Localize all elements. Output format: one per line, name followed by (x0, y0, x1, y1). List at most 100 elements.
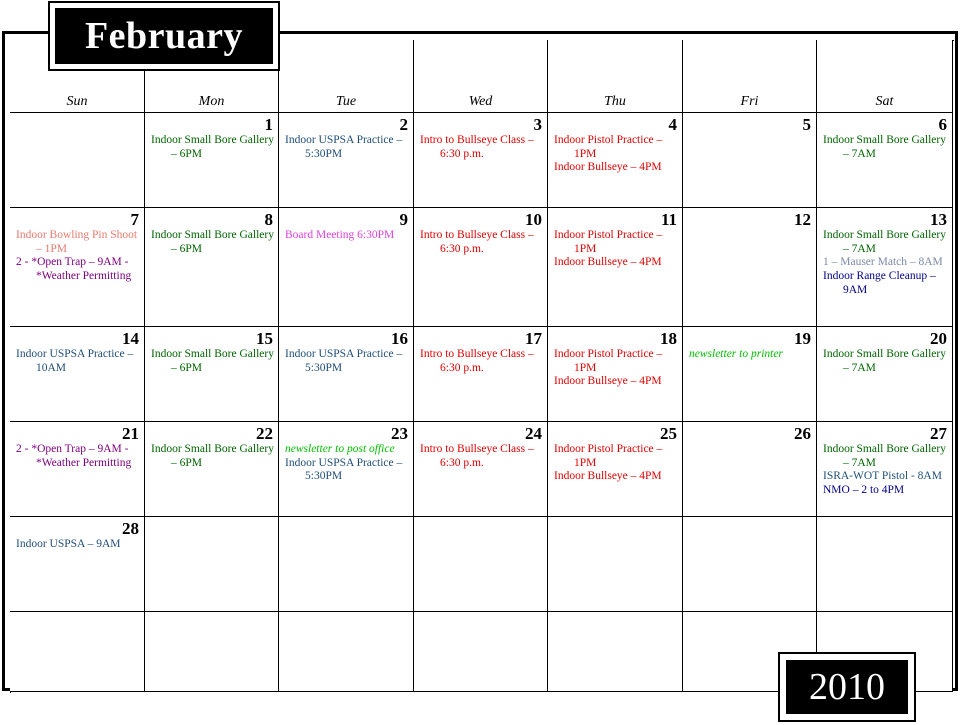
event-list: Intro to Bullseye Class – 6:30 p.m. (420, 443, 543, 470)
day-cell[interactable] (683, 517, 817, 612)
year-title: 2010 (786, 660, 908, 714)
day-number: 2 (399, 115, 409, 134)
event-entry[interactable]: Intro to Bullseye Class – 6:30 p.m. (420, 348, 534, 374)
day-cell[interactable] (414, 517, 548, 612)
event-entry[interactable]: Indoor Small Bore Gallery – 6PM (151, 348, 274, 374)
event-entry[interactable]: Indoor Pistol Practice – 1PM (554, 443, 663, 469)
day-cell[interactable]: 3 Intro to Bullseye Class – 6:30 p.m. (414, 113, 548, 208)
day-cell[interactable] (279, 517, 414, 612)
event-entry[interactable]: Indoor Pistol Practice – 1PM (554, 348, 663, 374)
event-entry[interactable]: 2 - *Open Trap – 9AM - *Weather Permitti… (16, 256, 132, 283)
day-cell[interactable]: 24 Intro to Bullseye Class – 6:30 p.m. (414, 422, 548, 517)
day-cell[interactable]: 16 Indoor USPSA Practice – 5:30PM (279, 327, 414, 422)
event-entry[interactable]: Indoor Pistol Practice – 1PM (554, 229, 663, 255)
day-cell[interactable] (145, 612, 279, 692)
event-entry[interactable]: Indoor USPSA Practice – 5:30PM (285, 456, 403, 483)
day-cell[interactable]: 14 Indoor USPSA Practice – 10AM (10, 327, 145, 422)
event-list: Indoor USPSA Practice – 10AM (16, 348, 140, 375)
event-entry[interactable]: Indoor Small Bore Gallery – 6PM (151, 134, 274, 160)
day-cell[interactable]: 23 newsletter to post office Indoor USPSA … (279, 422, 414, 517)
day-cell[interactable]: 27 Indoor Small Bore Gallery – 7AM ISRA-WO… (817, 422, 953, 517)
day-cell[interactable]: 6 Indoor Small Bore Gallery – 7AM (817, 113, 953, 208)
day-cell[interactable] (548, 517, 683, 612)
event-entry[interactable]: Indoor Bullseye – 4PM (554, 256, 662, 269)
event-entry[interactable]: ISRA-WOT Pistol - 8AM (823, 470, 942, 483)
day-cell[interactable]: 20 Indoor Small Bore Gallery – 7AM (817, 327, 953, 422)
day-cell[interactable]: 7 Indoor Bowling Pin Shoot – 1PM 2 - *Open… (10, 208, 145, 327)
day-cell[interactable] (414, 612, 548, 692)
event-entry[interactable]: Indoor Small Bore Gallery – 6PM (151, 443, 274, 469)
day-cell[interactable]: 22 Indoor Small Bore Gallery – 6PM (145, 422, 279, 517)
day-cell[interactable]: 12 (683, 208, 817, 327)
day-number: 17 (525, 329, 542, 348)
event-entry[interactable]: NMO – 2 to 4PM (823, 484, 905, 497)
day-number: 4 (668, 115, 678, 134)
event-entry[interactable]: Indoor Small Bore Gallery – 7AM (823, 229, 946, 255)
day-number: 5 (802, 115, 812, 134)
day-cell[interactable] (10, 113, 145, 208)
event-list: Intro to Bullseye Class – 6:30 p.m. (420, 134, 543, 161)
day-cell[interactable] (145, 517, 279, 612)
month-title: February (55, 8, 273, 64)
day-cell[interactable]: 4 Indoor Pistol Practice – 1PM Indoor Bull… (548, 113, 683, 208)
event-list: Indoor Small Bore Gallery – 7AM (823, 348, 948, 375)
event-entry[interactable]: Intro to Bullseye Class – 6:30 p.m. (420, 229, 534, 255)
event-entry[interactable]: Indoor Small Bore Gallery – 7AM (823, 443, 946, 469)
event-entry[interactable]: 1 – Mauser Match – 8AM (823, 256, 943, 269)
event-entry[interactable]: Indoor Small Bore Gallery – 7AM (823, 348, 946, 374)
day-cell[interactable]: 2 Indoor USPSA Practice – 5:30PM (279, 113, 414, 208)
event-entry[interactable]: Indoor Bullseye – 4PM (554, 470, 662, 483)
day-number: 8 (264, 210, 274, 229)
day-cell[interactable]: 26 (683, 422, 817, 517)
day-cell[interactable]: 18 Indoor Pistol Practice – 1PM Indoor Bul… (548, 327, 683, 422)
event-entry[interactable]: Indoor Range Cleanup – 9AM (823, 270, 936, 296)
day-name: Thu (604, 94, 626, 109)
day-cell[interactable]: 1 Indoor Small Bore Gallery – 6PM (145, 113, 279, 208)
day-cell[interactable]: 10 Intro to Bullseye Class – 6:30 p.m. (414, 208, 548, 327)
event-entry[interactable]: Board Meeting 6:30PM (285, 229, 395, 241)
event-entry[interactable]: Indoor USPSA – 9AM (16, 538, 121, 550)
day-cell[interactable]: 5 (683, 113, 817, 208)
event-list: Intro to Bullseye Class – 6:30 p.m. (420, 229, 543, 256)
day-cell[interactable]: 28 Indoor USPSA – 9AM (10, 517, 145, 612)
day-number: 19 (794, 329, 811, 348)
event-list: Indoor Pistol Practice – 1PM Indoor Bulls… (554, 134, 678, 175)
event-entry[interactable]: Indoor USPSA Practice – 5:30PM (285, 348, 403, 374)
event-entry[interactable]: 2 - *Open Trap – 9AM - *Weather Permitti… (16, 443, 132, 469)
day-cell[interactable]: 11 Indoor Pistol Practice – 1PM Indoor Bul… (548, 208, 683, 327)
day-name: Sun (66, 94, 88, 109)
day-number: 15 (256, 329, 273, 348)
event-entry[interactable]: newsletter to post office (285, 443, 395, 455)
day-cell[interactable] (10, 612, 145, 692)
event-list: Board Meeting 6:30PM (285, 229, 409, 243)
day-cell[interactable]: 15 Indoor Small Bore Gallery – 6PM (145, 327, 279, 422)
day-cell[interactable]: 19 newsletter to printer (683, 327, 817, 422)
day-number: 9 (399, 210, 409, 229)
day-cell[interactable] (548, 612, 683, 692)
day-cell[interactable]: 9 Board Meeting 6:30PM (279, 208, 414, 327)
event-entry[interactable]: Indoor Bullseye – 4PM (554, 375, 662, 388)
event-list: newsletter to post office Indoor USPSA Pr… (285, 443, 409, 484)
day-cell[interactable]: 13 Indoor Small Bore Gallery – 7AM 1 – Mau… (817, 208, 953, 327)
event-entry[interactable]: Indoor USPSA Practice – 10AM (16, 348, 134, 374)
event-entry[interactable]: Indoor Bullseye – 4PM (554, 161, 662, 174)
day-number: 12 (794, 210, 811, 229)
day-cell[interactable] (817, 517, 953, 612)
event-entry[interactable]: Indoor Pistol Practice – 1PM (554, 134, 663, 160)
day-header-cell: Tue (279, 40, 414, 113)
event-entry[interactable]: Intro to Bullseye Class – 6:30 p.m. (420, 134, 534, 160)
event-list: 2 - *Open Trap – 9AM - *Weather Permitti… (16, 443, 140, 470)
event-entry[interactable]: Intro to Bullseye Class – 6:30 p.m. (420, 443, 534, 469)
day-number: 25 (660, 424, 677, 443)
event-list: Indoor Small Bore Gallery – 6PM (151, 134, 274, 161)
event-entry[interactable]: newsletter to printer (689, 348, 783, 360)
event-entry[interactable]: Indoor Bowling Pin Shoot – 1PM (16, 229, 138, 255)
event-entry[interactable]: Indoor Small Bore Gallery – 6PM (151, 229, 274, 255)
day-cell[interactable]: 25 Indoor Pistol Practice – 1PM Indoor Bul… (548, 422, 683, 517)
event-entry[interactable]: Indoor USPSA Practice – 5:30PM (285, 134, 403, 160)
day-cell[interactable] (279, 612, 414, 692)
day-cell[interactable]: 21 2 - *Open Trap – 9AM - *Weather Permit… (10, 422, 145, 517)
event-entry[interactable]: Indoor Small Bore Gallery – 7AM (823, 134, 946, 160)
day-cell[interactable]: 8 Indoor Small Bore Gallery – 6PM (145, 208, 279, 327)
day-cell[interactable]: 17 Intro to Bullseye Class – 6:30 p.m. (414, 327, 548, 422)
